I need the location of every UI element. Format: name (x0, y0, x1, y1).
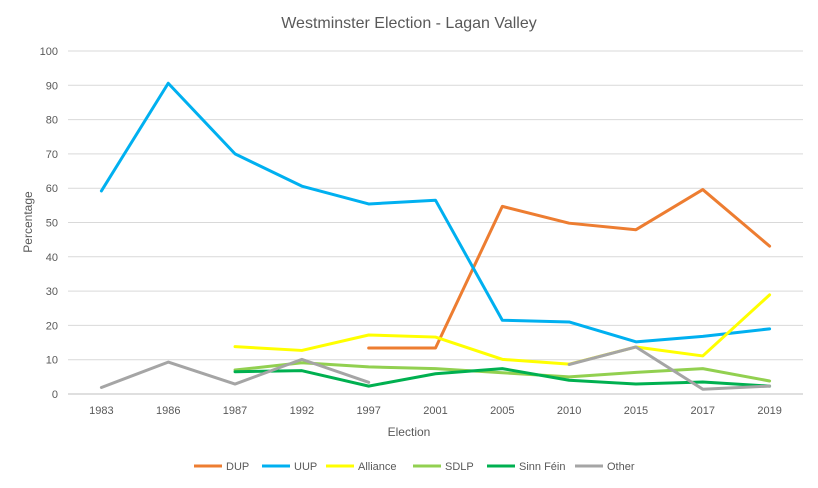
x-tick-label: 2001 (423, 405, 447, 417)
x-axis-ticks: 1983 1986 1987 1992 1997 2001 2005 2010 2015 2017… (89, 405, 782, 417)
legend-label: SDLP (445, 461, 474, 473)
legend-label: DUP (226, 461, 249, 473)
series-line-other (567, 345, 772, 391)
legend-label: Alliance (358, 461, 397, 473)
series-line-sdlp (233, 361, 772, 383)
y-axis-ticks: 0 10 20 30 40 50 60 70 80 90 100 (40, 46, 58, 401)
legend: DUP UUP Alliance SDLP Sinn Féin Other (194, 461, 635, 473)
y-tick-label: 90 (46, 80, 58, 92)
x-tick-label: 1986 (156, 405, 180, 417)
series-line-sinn-féin (233, 367, 772, 388)
legend-label: Other (607, 461, 635, 473)
y-tick-label: 100 (40, 46, 58, 58)
y-tick-label: 80 (46, 115, 58, 127)
y-tick-label: 40 (46, 252, 58, 264)
series-line-uup (99, 81, 772, 344)
x-tick-label: 2019 (757, 405, 781, 417)
legend-label: UUP (294, 461, 317, 473)
y-tick-label: 0 (52, 389, 58, 401)
series-line-alliance (233, 293, 772, 366)
x-tick-label: 1997 (356, 405, 380, 417)
x-tick-label: 1983 (89, 405, 113, 417)
x-tick-label: 2010 (557, 405, 581, 417)
x-tick-label: 2017 (691, 405, 715, 417)
y-tick-label: 30 (46, 286, 58, 298)
series-line-dup (367, 188, 772, 350)
y-tick-label: 20 (46, 320, 58, 332)
y-tick-label: 50 (46, 218, 58, 230)
x-axis-label: Election (388, 425, 431, 439)
x-tick-label: 1992 (290, 405, 314, 417)
y-tick-label: 10 (46, 355, 58, 367)
x-tick-label: 2005 (490, 405, 514, 417)
y-tick-label: 70 (46, 149, 58, 161)
x-tick-label: 2015 (624, 405, 648, 417)
y-axis-label: Percentage (21, 191, 35, 253)
series-line-other (99, 357, 371, 389)
series-lines (99, 81, 772, 391)
y-tick-label: 60 (46, 183, 58, 195)
chart-title: Westminster Election - Lagan Valley (281, 15, 537, 32)
legend-label: Sinn Féin (519, 461, 565, 473)
gridlines (68, 50, 803, 395)
x-tick-label: 1987 (223, 405, 247, 417)
